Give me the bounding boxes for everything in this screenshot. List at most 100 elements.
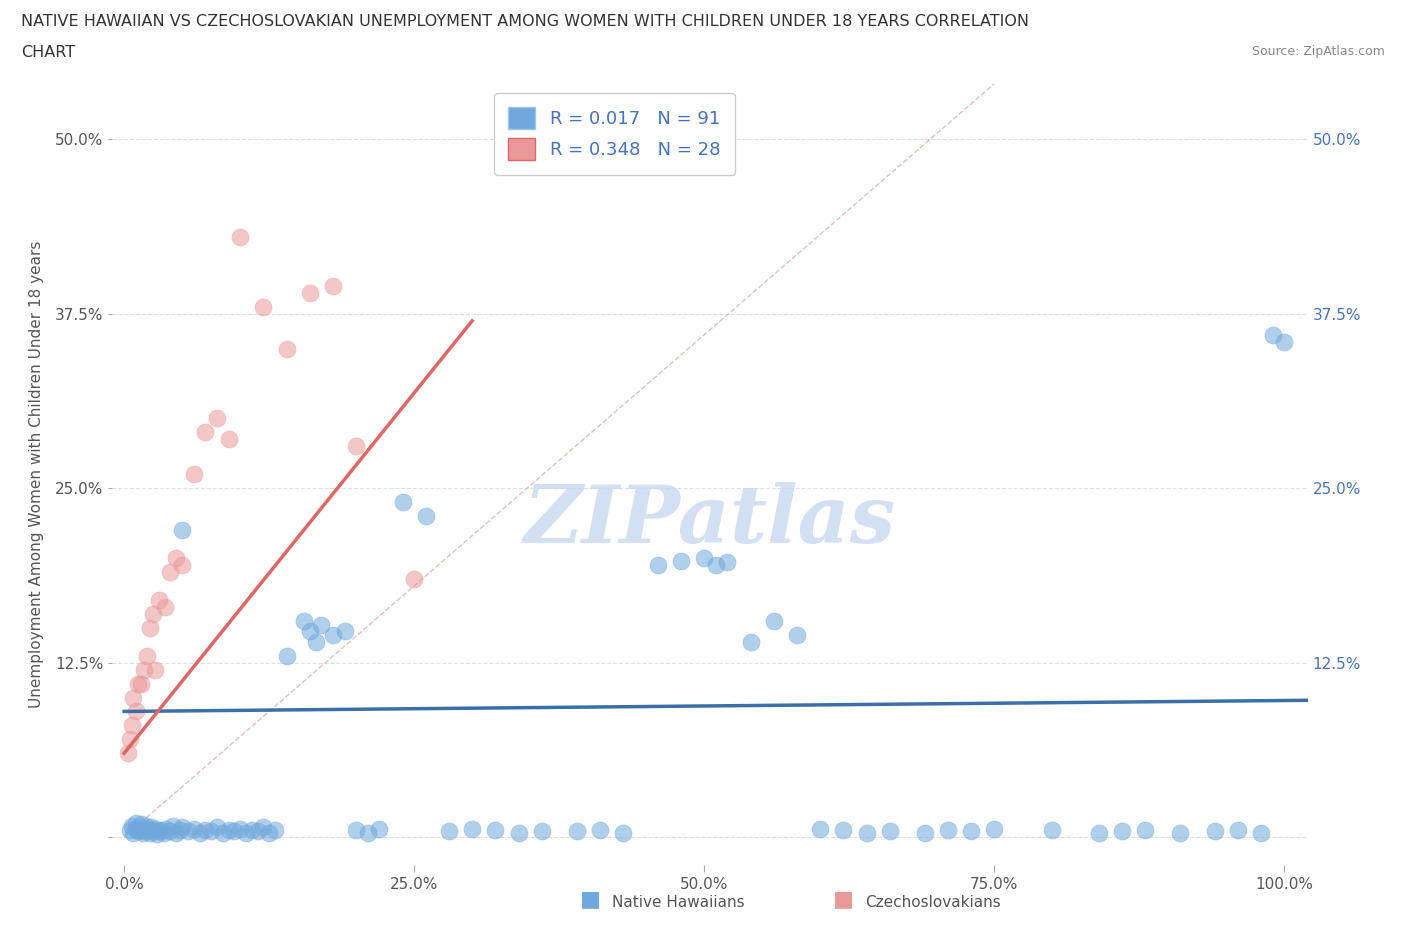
Point [1040,823,1063,838]
Point [117,746,139,761]
Point [194,425,217,440]
Point [205,411,228,426]
Text: Native Hawaiians: Native Hawaiians [612,895,744,910]
Point [218,432,240,447]
Point [508,826,530,841]
Point [762,614,785,629]
Point [1168,826,1191,841]
Text: ■: ■ [581,889,600,910]
Point [183,467,205,482]
Point [218,823,240,838]
Point [183,821,205,836]
Point [136,648,159,663]
Point [936,823,959,838]
Point [612,826,634,841]
Point [276,341,298,356]
Point [139,820,162,835]
Point [148,824,170,839]
Point [669,553,692,568]
Text: ■: ■ [834,889,853,910]
Text: ZIPatlas: ZIPatlas [524,483,896,560]
Point [224,824,246,839]
Point [322,628,344,643]
Point [1250,826,1272,841]
Point [344,439,367,454]
Point [142,824,165,839]
Point [704,557,727,572]
Point [188,826,211,841]
Point [252,299,274,314]
Point [162,818,184,833]
Point [145,827,167,842]
Point [1204,824,1226,839]
Point [368,821,391,836]
Point [131,676,153,691]
Point [1226,823,1249,838]
Point [647,557,669,572]
Point [121,718,143,733]
Point [138,620,160,635]
Text: NATIVE HAWAIIAN VS CZECHOSLOVAKIAN UNEMPLOYMENT AMONG WOMEN WITH CHILDREN UNDER : NATIVE HAWAIIAN VS CZECHOSLOVAKIAN UNEMP… [21,14,1029,29]
Point [134,824,156,839]
Point [1261,327,1284,342]
Point [121,818,143,833]
Text: Czechoslovakians: Czechoslovakians [865,895,1001,910]
Point [229,230,252,245]
Point [129,823,152,838]
Legend: R = 0.017   N = 91, R = 0.348   N = 28: R = 0.017 N = 91, R = 0.348 N = 28 [494,93,735,175]
Point [257,826,280,841]
Point [177,824,200,839]
Y-axis label: Unemployment Among Women with Children Under 18 years: Unemployment Among Women with Children U… [30,241,44,708]
Point [172,523,194,538]
Point [136,823,159,838]
Point [155,821,177,836]
Point [235,826,257,841]
Point [159,824,181,839]
Point [914,826,936,841]
Point [565,824,588,839]
Point [322,278,344,293]
Point [461,821,484,836]
Point [983,821,1005,836]
Point [530,824,553,839]
Point [246,824,269,839]
Point [153,600,176,615]
Point [145,821,167,836]
Point [298,286,321,300]
Point [437,824,460,839]
Point [132,662,155,677]
Point [127,676,149,691]
Point [808,821,831,836]
Point [484,823,506,838]
Point [125,704,148,719]
Point [832,823,855,838]
Point [304,634,326,649]
Text: Source: ZipAtlas.com: Source: ZipAtlas.com [1251,45,1385,58]
Point [298,623,321,638]
Point [118,732,141,747]
Point [786,628,808,643]
Point [693,551,716,565]
Point [172,820,194,835]
Point [960,824,983,839]
Point [855,826,877,841]
Point [1111,824,1133,839]
Point [415,509,437,524]
Point [357,826,380,841]
Point [229,821,252,836]
Point [128,820,150,835]
Point [252,820,274,835]
Text: CHART: CHART [21,45,75,60]
Point [122,690,145,705]
Point [125,821,148,836]
Point [211,826,233,841]
Point [165,551,187,565]
Point [145,662,167,677]
Point [194,823,217,838]
Point [1133,823,1156,838]
Point [142,606,165,621]
Point [240,823,263,838]
Point [132,821,155,836]
Point [716,554,738,569]
Point [148,592,170,607]
